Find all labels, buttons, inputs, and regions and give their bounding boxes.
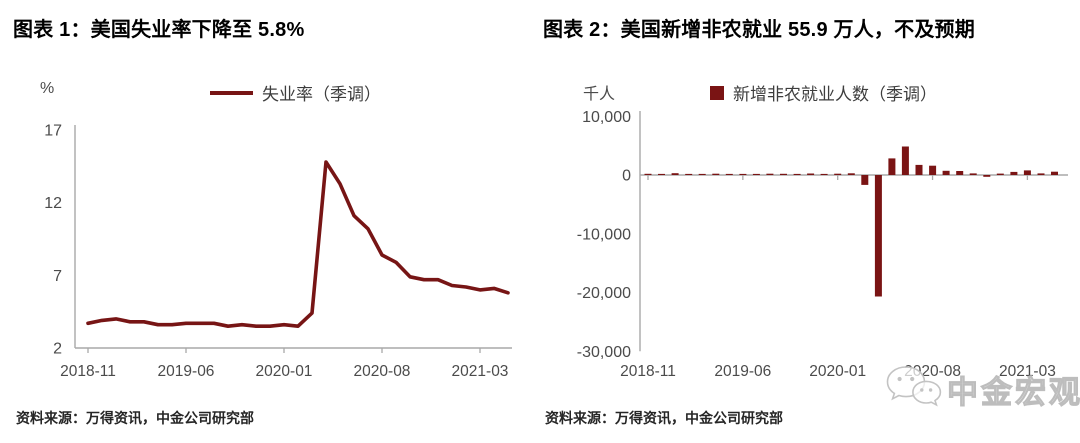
- chart1-unit-label: %: [40, 80, 55, 97]
- svg-text:0: 0: [622, 168, 631, 185]
- chart1-title: 图表 1：美国失业率下降至 5.8%: [13, 19, 305, 41]
- chart2-legend-label: 新增非农就业人数（季调）: [733, 85, 937, 104]
- svg-text:2020-01: 2020-01: [256, 363, 313, 380]
- svg-text:-10,000: -10,000: [577, 226, 631, 243]
- svg-text:2019-06: 2019-06: [714, 363, 771, 380]
- chart1-panel: 图表 1：美国失业率下降至 5.8% % 失业率（季调） 17 12 7 2 2018-…: [13, 19, 512, 426]
- svg-text:10,000: 10,000: [582, 109, 631, 126]
- legend-square-swatch-icon: [710, 85, 724, 100]
- svg-text:-20,000: -20,000: [577, 285, 631, 302]
- svg-text:7: 7: [53, 268, 62, 285]
- chart2-source-note: 资料来源：万得资讯，中金公司研究部: [545, 410, 783, 426]
- svg-text:-30,000: -30,000: [577, 344, 631, 361]
- chart2-legend: 新增非农就业人数（季调）: [710, 80, 937, 105]
- unemployment-rate-line-chart: 17 12 7 2 2018-11 2019-06 2020-01 2020-08 2021-0…: [44, 123, 512, 380]
- chart1-legend: 失业率（季调）: [210, 80, 381, 105]
- svg-text:2019-06: 2019-06: [158, 363, 215, 380]
- legend-line-swatch-icon: [210, 90, 253, 95]
- chart2-unit-label: 千人: [583, 86, 616, 103]
- chart2-title: 图表 2：美国新增非农就业 55.9 万人，不及预期: [543, 19, 975, 41]
- svg-text:2021-03: 2021-03: [999, 363, 1056, 380]
- svg-text:2018-11: 2018-11: [60, 363, 116, 380]
- chart1-source-note: 资料来源：万得资讯，中金公司研究部: [16, 410, 254, 426]
- nonfarm-payrolls-bar-chart: 10,000 0 -10,000 -20,000 -30,000 2018-11 2019-…: [577, 109, 1068, 380]
- svg-text:2020-08: 2020-08: [354, 363, 411, 380]
- svg-text:12: 12: [44, 195, 62, 212]
- chart1-legend-label: 失业率（季调）: [262, 85, 381, 104]
- svg-text:2020-08: 2020-08: [904, 363, 961, 380]
- svg-text:2018-11: 2018-11: [620, 363, 676, 380]
- svg-text:2: 2: [53, 341, 62, 358]
- svg-text:2020-01: 2020-01: [809, 363, 866, 380]
- svg-text:17: 17: [44, 123, 62, 140]
- chart2-panel: 图表 2：美国新增非农就业 55.9 万人，不及预期 千人 新增非农就业人数（季…: [540, 0, 1080, 443]
- svg-text:2021-03: 2021-03: [452, 363, 509, 380]
